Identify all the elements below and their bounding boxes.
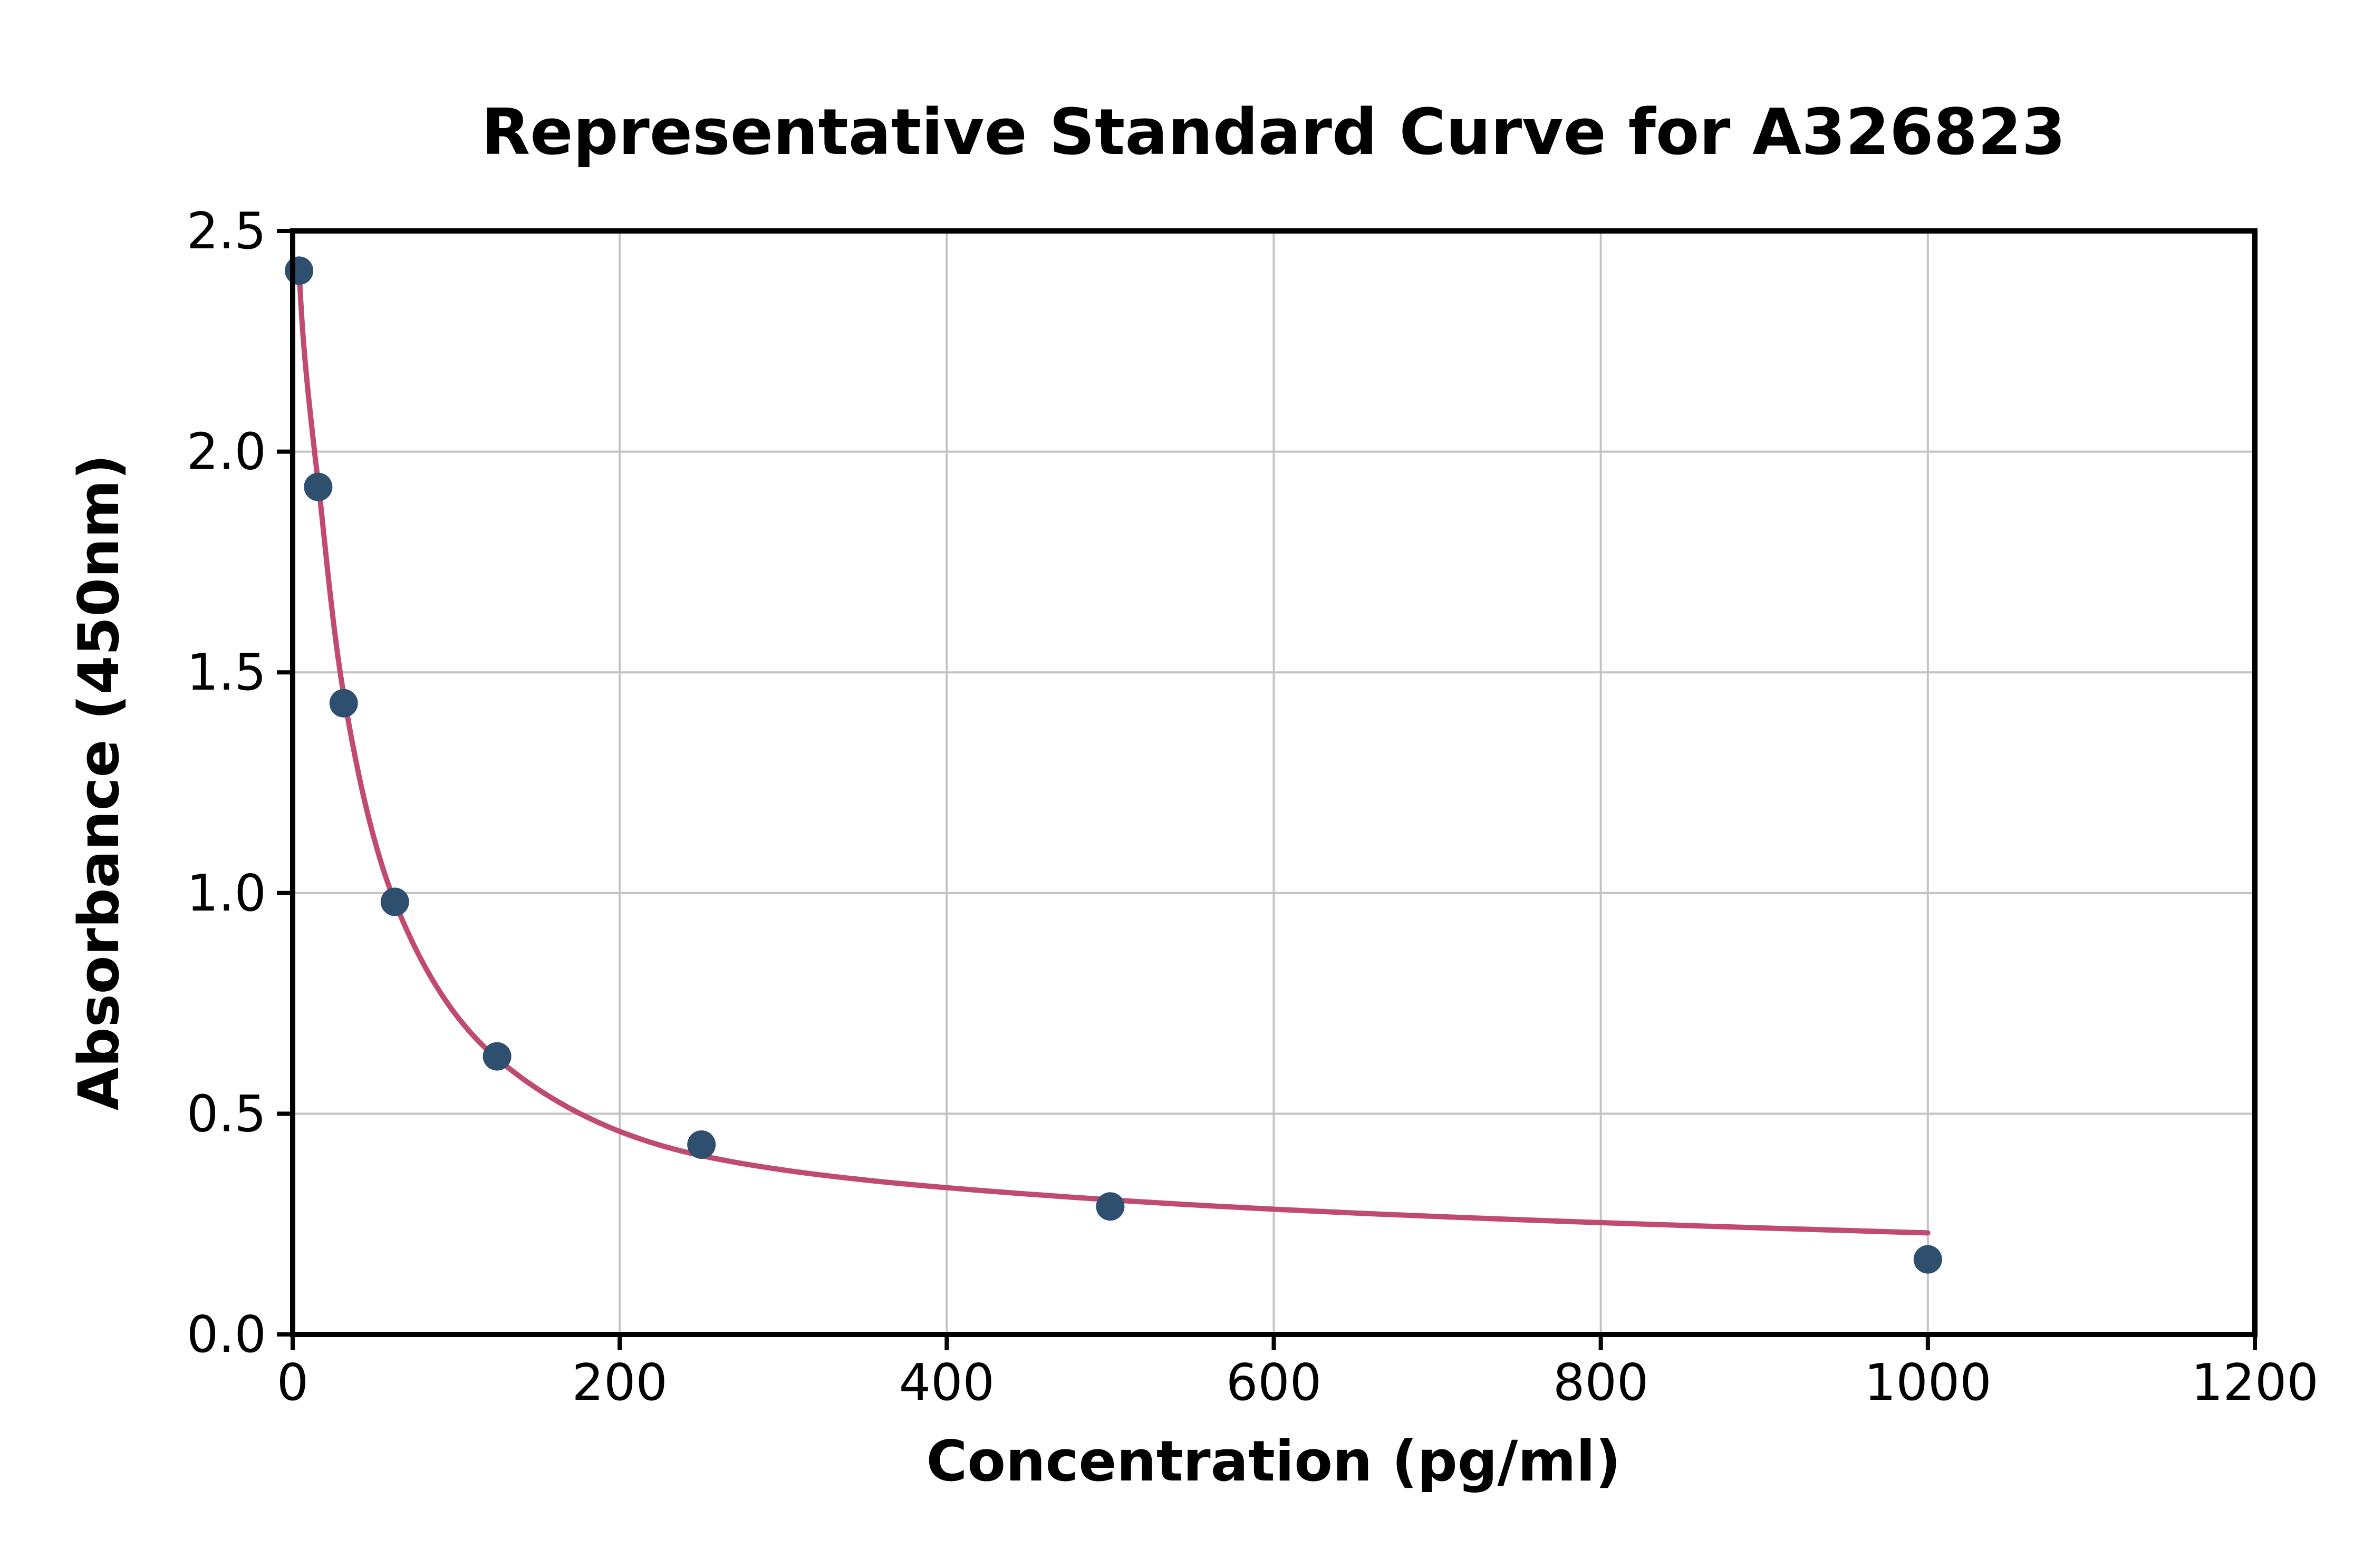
y-tick-label: 1.5 xyxy=(187,644,266,702)
data-point xyxy=(304,472,333,501)
data-point xyxy=(483,1042,512,1071)
y-tick-label: 2.0 xyxy=(187,423,266,481)
axis-ticks xyxy=(277,229,2257,1350)
x-tick-label: 1200 xyxy=(2191,1354,2319,1412)
data-point xyxy=(1913,1245,1942,1274)
x-tick-label: 1000 xyxy=(1864,1354,1992,1412)
x-tick-label: 800 xyxy=(1553,1354,1648,1412)
x-tick-label: 200 xyxy=(572,1354,668,1412)
x-tick-label: 0 xyxy=(277,1354,308,1412)
tick-labels: 0 200 400 600 800 1000 1200 0.0 0.5 1.0 1.5 2.0 2.5 xyxy=(187,202,2319,1412)
y-tick-label: 0.0 xyxy=(187,1306,266,1364)
x-tick-label: 400 xyxy=(899,1354,995,1412)
fit-curve xyxy=(296,264,1931,1236)
y-tick-label: 2.5 xyxy=(187,202,266,260)
x-tick-label: 600 xyxy=(1226,1354,1321,1412)
chart-title: Representative Standard Curve for A32682… xyxy=(481,96,2066,169)
y-axis-label: Absorbance (450nm) xyxy=(66,454,131,1111)
y-tick-label: 1.0 xyxy=(187,865,266,923)
data-point xyxy=(1096,1192,1125,1221)
fit-curve-path xyxy=(296,264,1931,1236)
data-point xyxy=(285,256,314,285)
data-point xyxy=(329,689,358,718)
data-point xyxy=(380,887,409,916)
data-points xyxy=(285,256,1942,1274)
y-tick-label: 0.5 xyxy=(187,1085,266,1143)
data-point xyxy=(687,1130,716,1159)
grid-lines xyxy=(292,230,2256,1335)
x-axis-label: Concentration (pg/ml) xyxy=(926,1429,1620,1494)
